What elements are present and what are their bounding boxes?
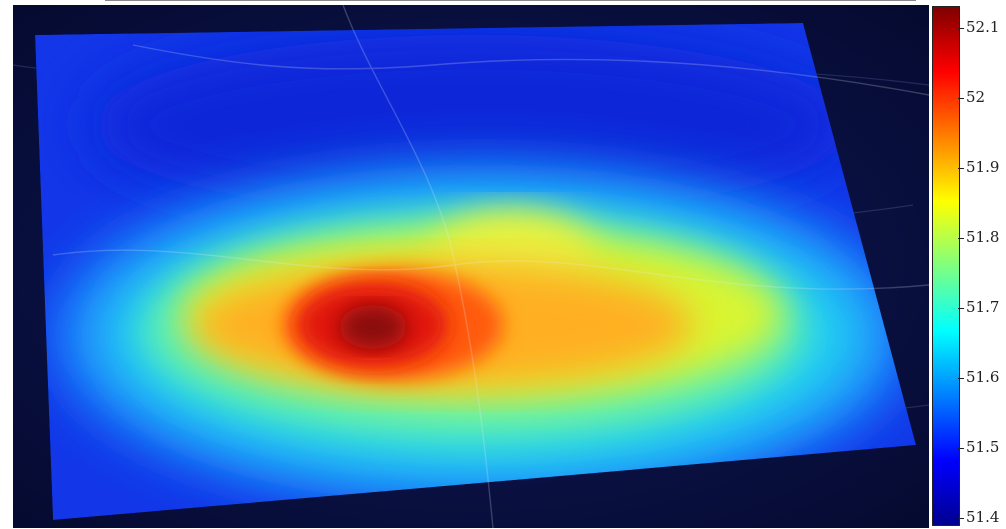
road-overlay bbox=[52, 5, 929, 528]
colorbar-tick-label: 51.5 bbox=[966, 438, 1000, 456]
colorbar-tick-mark bbox=[958, 28, 964, 29]
colorbar-tick-label: 51.7 bbox=[966, 298, 1000, 316]
colorbar bbox=[932, 6, 960, 526]
colorbar-tick-mark bbox=[958, 448, 964, 449]
colorbar-tick-mark bbox=[958, 168, 964, 169]
colorbar-tick-label: 52.1 bbox=[966, 18, 1000, 36]
heatmap-svg bbox=[13, 5, 929, 528]
heat-field bbox=[35, 23, 916, 520]
colorbar-tick-mark bbox=[958, 98, 964, 99]
top-axis-strip bbox=[105, 0, 916, 6]
colorbar-tick-mark bbox=[958, 518, 964, 519]
colorbar-tick-label: 51.8 bbox=[966, 228, 1000, 246]
colorbar-tick-label: 51.9 bbox=[966, 158, 1000, 176]
colorbar-tick-mark bbox=[958, 308, 964, 309]
colorbar-tick-mark bbox=[958, 238, 964, 239]
colorbar-tick-mark bbox=[958, 378, 964, 379]
colorbar-gradient bbox=[933, 7, 959, 525]
colorbar-tick-label: 51.4 bbox=[966, 508, 1000, 526]
colorbar-tick-label: 51.6 bbox=[966, 368, 1000, 386]
heatmap-plot-area bbox=[13, 5, 929, 528]
colorbar-tick-label: 52 bbox=[966, 88, 986, 106]
